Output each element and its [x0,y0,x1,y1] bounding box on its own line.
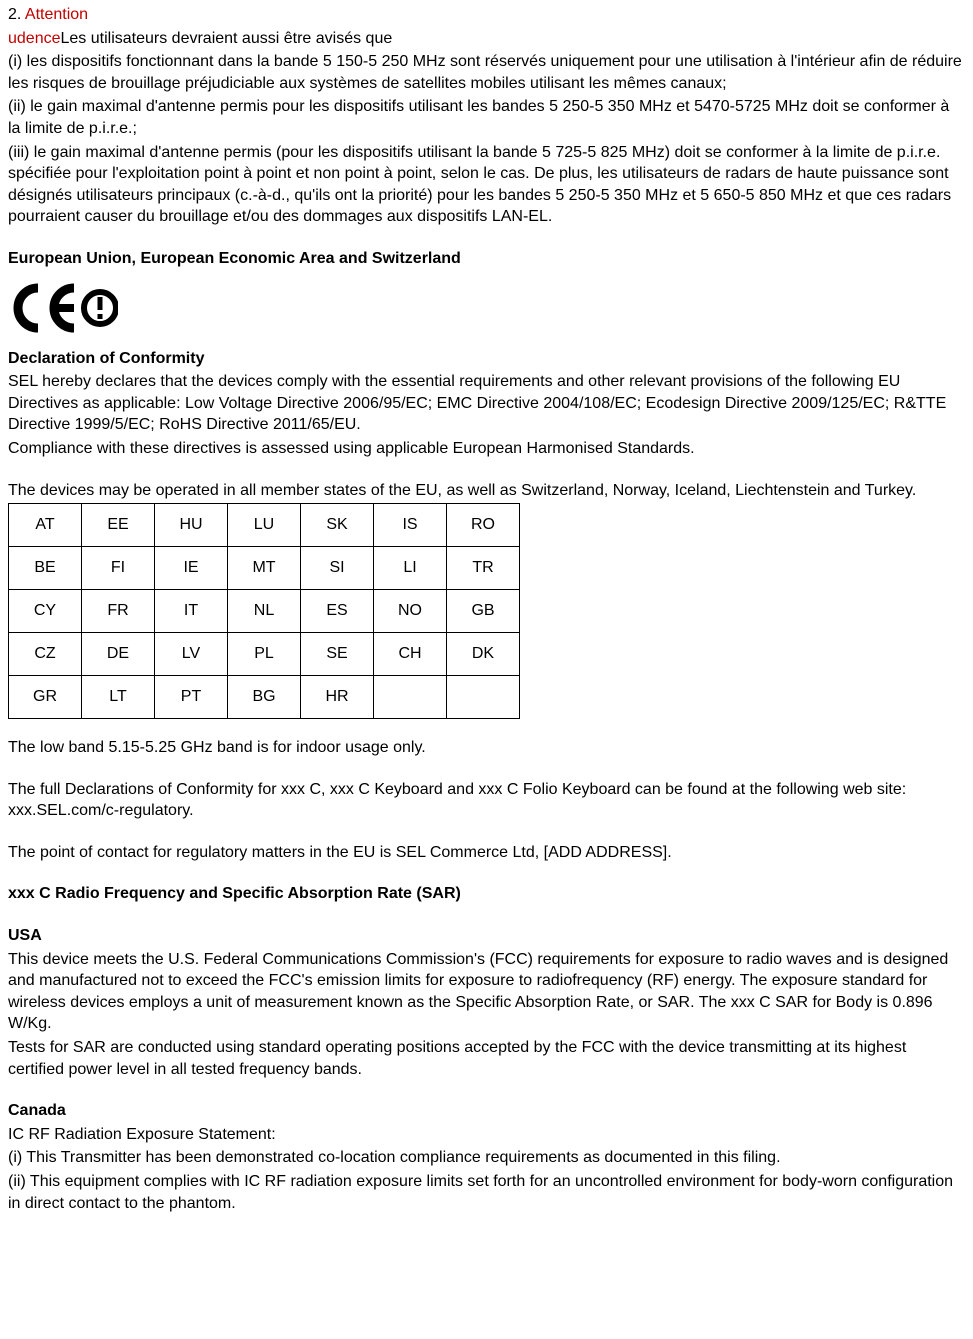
country-cell: RO [447,504,520,547]
declarations-link-text: The full Declarations of Conformity for … [8,779,965,822]
country-cell: CY [9,590,82,633]
country-cell: TR [447,547,520,590]
country-cell: BG [228,676,301,719]
country-cell: DE [82,633,155,676]
countries-table: ATEEHULUSKISROBEFIIEMTSILITRCYFRITNLESNO… [8,503,520,719]
country-cell: LT [82,676,155,719]
eu-heading: European Union, European Economic Area a… [8,248,965,270]
country-cell: NO [374,590,447,633]
country-cell: LU [228,504,301,547]
country-cell: HR [301,676,374,719]
ce-mark-icon [8,282,965,334]
country-cell: SK [301,504,374,547]
canada-heading: Canada [8,1100,965,1122]
country-cell: ES [301,590,374,633]
sar-heading: xxx C Radio Frequency and Specific Absor… [8,883,965,905]
country-cell: CH [374,633,447,676]
country-cell: NL [228,590,301,633]
country-cell: IS [374,504,447,547]
usa-body-2: Tests for SAR are conducted using standa… [8,1037,965,1080]
attention-subline: udenceLes utilisateurs devraient aussi ê… [8,28,965,50]
country-cell: FI [82,547,155,590]
country-cell: AT [9,504,82,547]
attention-title-line: 2. Attention [8,4,965,26]
country-cell: PT [155,676,228,719]
country-cell: PL [228,633,301,676]
country-cell: GR [9,676,82,719]
table-row: GRLTPTBGHR [9,676,520,719]
attention-word: Attention [25,6,88,23]
users-advised-text: Les utilisateurs devraient aussi être av… [61,30,393,47]
country-cell: MT [228,547,301,590]
attention-item-i: (i) les dispositifs fonctionnant dans la… [8,51,965,94]
table-row: ATEEHULUSKISRO [9,504,520,547]
country-cell: IT [155,590,228,633]
attention-item-ii: (ii) le gain maximal d'antenne permis po… [8,96,965,139]
declaration-body-1: SEL hereby declares that the devices com… [8,371,965,436]
country-cell: LV [155,633,228,676]
country-cell: SE [301,633,374,676]
country-cell: DK [447,633,520,676]
country-cell: FR [82,590,155,633]
canada-statement-line: IC RF Radiation Exposure Statement: [8,1124,965,1146]
declaration-heading: Declaration of Conformity [8,348,965,370]
member-states-text: The devices may be operated in all membe… [8,480,965,502]
canada-item-ii: (ii) This equipment complies with IC RF … [8,1171,965,1214]
table-row: CYFRITNLESNOGB [9,590,520,633]
country-cell: LI [374,547,447,590]
table-row: BEFIIEMTSILITR [9,547,520,590]
country-cell: EE [82,504,155,547]
low-band-text: The low band 5.15-5.25 GHz band is for i… [8,737,965,759]
country-cell: GB [447,590,520,633]
canada-item-i: (i) This Transmitter has been demonstrat… [8,1147,965,1169]
ce-exclamation-icon [8,282,118,334]
country-cell: SI [301,547,374,590]
attention-number: 2. [8,6,25,23]
udence-fragment: udence [8,30,61,47]
country-cell: HU [155,504,228,547]
declaration-body-2: Compliance with these directives is asse… [8,438,965,460]
eu-contact-text: The point of contact for regulatory matt… [8,842,965,864]
country-cell: BE [9,547,82,590]
country-cell [447,676,520,719]
table-row: CZDELVPLSECHDK [9,633,520,676]
country-cell [374,676,447,719]
attention-section: 2. Attention udenceLes utilisateurs devr… [8,4,965,228]
country-cell: IE [155,547,228,590]
country-cell: CZ [9,633,82,676]
attention-item-iii: (iii) le gain maximal d'antenne permis (… [8,142,965,228]
usa-body-1: This device meets the U.S. Federal Commu… [8,949,965,1035]
usa-heading: USA [8,925,965,947]
